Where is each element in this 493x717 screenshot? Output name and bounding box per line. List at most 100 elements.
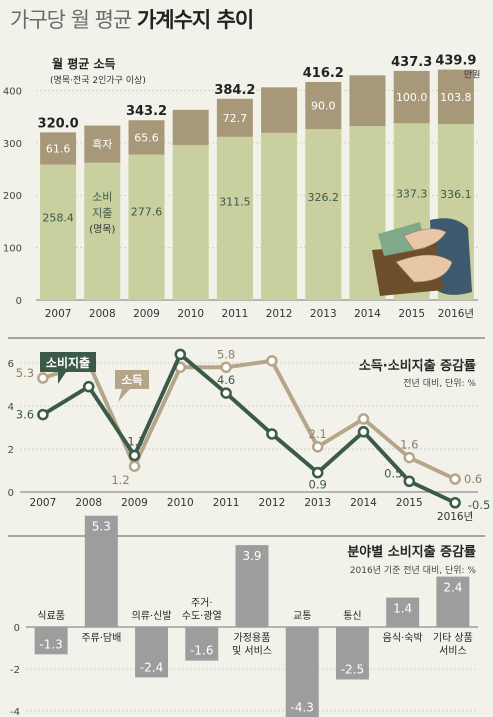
spend-label-line2: 지출 [92, 206, 112, 219]
spend-point [174, 348, 187, 361]
spend-value-label: 336.1 [440, 188, 472, 201]
spend-value-label: 0.5 [384, 466, 402, 480]
spend-value-label: 337.3 [396, 188, 428, 201]
y-tick-label: -4 [10, 707, 20, 717]
category-label: 기타 상품 [433, 632, 473, 644]
hand-shape [403, 228, 447, 251]
total-value-label: 437.3 [391, 55, 432, 70]
chart-subtitle: 전년 대비, 단위: % [403, 378, 476, 389]
y-tick-label: 0 [14, 623, 20, 634]
spend-bar [40, 164, 77, 300]
surplus-value-label: 72.7 [223, 112, 248, 125]
surplus-value-label: 90.0 [311, 100, 336, 113]
x-tick-label: 2015 [396, 497, 423, 509]
category-bar [235, 545, 269, 627]
x-tick-label: 2010 [177, 308, 204, 320]
y-tick-label: -2 [10, 665, 20, 676]
y-tick-label: 100 [3, 244, 22, 255]
spend-point [266, 428, 278, 440]
category-bar [285, 627, 319, 717]
income-value-label: 5.8 [217, 347, 235, 361]
income-value-label: 5.3 [16, 366, 34, 380]
spend-point [82, 380, 95, 393]
spend-value-label: 258.4 [42, 211, 74, 224]
x-tick-label: 2009 [121, 497, 148, 509]
category-value-label: -4.3 [291, 700, 314, 714]
spend-value-label: 3.6 [16, 408, 34, 422]
category-bar [185, 627, 219, 661]
chart-subtitle: 2016년 기준 전년 대비, 단위: % [350, 565, 477, 576]
income-point [128, 460, 141, 472]
income-tag-box [115, 370, 149, 389]
x-tick-label: 2014 [354, 308, 381, 320]
x-tick-label: 2011 [222, 308, 249, 320]
x-tick-label: 2008 [89, 308, 116, 320]
income-bar-chart: 0 100 200 300 400 2007 258.4 61.6 320.0 2008 2009 2… [3, 54, 481, 320]
title-part2: 가계수지 추이 [136, 8, 254, 32]
category-label: 통신 [343, 610, 361, 622]
surplus-bar [261, 87, 298, 133]
category-label: 식료품 [37, 610, 65, 622]
x-tick-label: 2007 [30, 497, 57, 509]
income-point [449, 473, 461, 485]
surplus-value-label: 61.6 [46, 143, 71, 156]
legend-title: 월 평균 소득 [52, 56, 116, 71]
total-value-label: 343.2 [126, 104, 167, 119]
surplus-bar [40, 132, 77, 165]
spend-point [311, 466, 324, 479]
spend-tag-pointer [58, 372, 66, 384]
category-value-label: -1.6 [190, 644, 213, 658]
surplus-bar [305, 81, 342, 130]
spend-label-line1: 소비 [92, 190, 112, 203]
surplus-bar [172, 109, 209, 145]
spend-bar [128, 154, 165, 300]
income-tag-pointer [118, 389, 130, 402]
surplus-bar [349, 75, 386, 127]
chart-title: 소득·소비지출 증감률 [359, 358, 476, 374]
total-value-label: 416.2 [303, 66, 344, 81]
surplus-bar [84, 125, 121, 163]
spend-point [37, 408, 49, 421]
x-tick-label: 2012 [266, 308, 293, 320]
spend-value-label: 311.5 [219, 195, 251, 208]
y-tick-label: 400 [3, 86, 22, 97]
category-bar [84, 515, 118, 627]
x-tick-label: 2007 [45, 308, 72, 320]
category-label: 주거· [191, 597, 213, 609]
category-value-label: 5.3 [92, 520, 111, 534]
category-label: 음식·숙박 [383, 632, 423, 644]
spend-value-label: 277.6 [131, 206, 163, 219]
income-value-label: 0.6 [464, 472, 482, 486]
category-label: 주류·담배 [81, 632, 121, 644]
spend-point [449, 497, 461, 509]
total-value-label: 384.2 [214, 83, 255, 98]
income-value-label: 1.2 [111, 473, 129, 487]
category-bar [386, 597, 420, 627]
chart-title: 분야별 소비지출 증감률 [347, 544, 476, 560]
title-part1: 가구당 월 평균 [10, 8, 132, 32]
surplus-value-label: 103.8 [440, 91, 472, 104]
total-value-label: 439.9 [435, 54, 476, 69]
unit-label: 만원 [464, 70, 481, 81]
category-value-label: -2.4 [140, 660, 163, 674]
income-value-label: 2.1 [309, 427, 327, 441]
income-point [266, 355, 278, 367]
surplus-bar [393, 70, 430, 124]
category-label: 서비스 [439, 645, 467, 657]
surplus-label: 흑자 [92, 137, 112, 151]
category-value-label: -2.5 [341, 663, 364, 677]
hand-shape [395, 254, 453, 283]
legend-subtitle: (명목·전국 2인가구 이상) [50, 75, 146, 86]
spend-tag-box [40, 352, 96, 372]
page-title: 가구당 월 평균 가계수지 추이 [10, 4, 254, 34]
x-tick-label: 2012 [259, 497, 286, 509]
surplus-value-label: 65.6 [134, 131, 159, 144]
category-value-label: -1.3 [39, 637, 62, 651]
income-point [311, 441, 324, 453]
spend-tag-label: 소비지출 [46, 355, 90, 370]
category-bar [135, 627, 169, 678]
surplus-bar [128, 120, 165, 155]
income-point [357, 413, 370, 425]
income-point [403, 451, 416, 464]
